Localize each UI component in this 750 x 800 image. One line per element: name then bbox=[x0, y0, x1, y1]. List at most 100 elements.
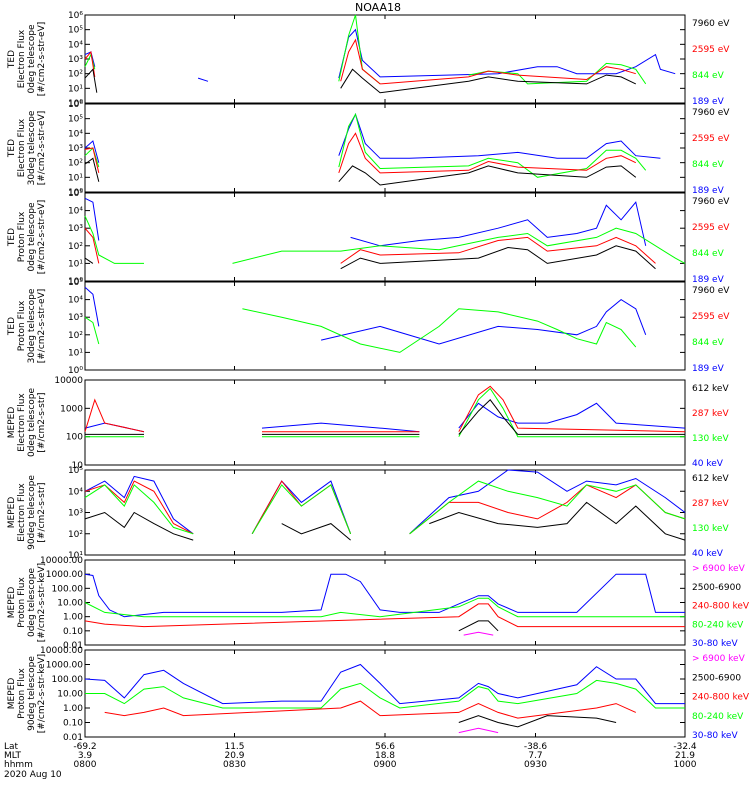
panel-6: 10¹ 10² 10³ 10⁴ 10⁵ MEPED Electron Flux 90deg t… bbox=[7, 466, 729, 561]
series-line-red bbox=[84, 385, 686, 433]
x-tick-label: 0930 bbox=[524, 760, 547, 770]
legend-entry: 80-240 keV bbox=[692, 712, 744, 722]
y-tick-label: 10⁵ bbox=[68, 26, 83, 36]
legend-entry: 189 eV bbox=[692, 275, 725, 285]
legend-entry: 844 eV bbox=[692, 338, 725, 348]
series-line-green bbox=[84, 14, 647, 85]
panel-3: 10⁰ 10¹ 10² 10³ 10⁴ 10⁵ TED Proton Flux 0deg tel… bbox=[7, 189, 730, 287]
y-tick-label: 10² bbox=[68, 70, 83, 80]
y-tick-label: 10⁵ bbox=[68, 189, 83, 199]
legend-entry: 240-800 keV bbox=[692, 602, 750, 612]
panel-4: 10⁰ 10¹ 10² 10³ 10⁴ 10⁵ TED Proton Flux 30deg te… bbox=[7, 278, 730, 376]
legend-entry: 7960 eV bbox=[692, 19, 730, 29]
y-axis-label: [#/cm2-s-str-eV] bbox=[37, 111, 47, 186]
y-tick-label: 10² bbox=[68, 159, 83, 169]
y-axis-label: 0deg telescope bbox=[27, 568, 37, 638]
series-line-red bbox=[84, 603, 685, 628]
legend-entry: > 6900 keV bbox=[692, 654, 746, 664]
series-line-blue bbox=[84, 402, 686, 433]
y-axis-label: 30deg telescope bbox=[27, 288, 37, 363]
y-tick-label: 0.01 bbox=[63, 733, 83, 743]
series-line-red bbox=[84, 132, 637, 174]
y-tick-label: 10000.00 bbox=[40, 646, 83, 656]
series-line-black bbox=[458, 715, 617, 728]
panel-frame bbox=[84, 469, 686, 556]
y-tick-label: 10³ bbox=[68, 313, 83, 323]
series-line-green bbox=[85, 679, 685, 709]
y-axis-label: [#/cm2-s-str-keV] bbox=[37, 654, 47, 733]
y-axis-label: MEPED bbox=[7, 407, 17, 439]
panel-2: 10⁰ 10¹ 10² 10³ 10⁴ 10⁵ 10⁶ TED Electron Flux 30d… bbox=[7, 100, 730, 198]
series-line-black bbox=[84, 68, 637, 94]
y-tick-label: 10³ bbox=[68, 224, 83, 234]
series-line-black bbox=[85, 399, 685, 435]
legend-entry: 612 keV bbox=[692, 474, 729, 484]
y-axis-label: Electron Flux bbox=[17, 29, 27, 88]
chart-title: NOAA18 bbox=[355, 1, 401, 14]
series-line-black bbox=[458, 620, 499, 632]
panel-frame bbox=[84, 14, 686, 104]
y-tick-label: 10³ bbox=[68, 55, 83, 65]
y-tick-label: 0.10 bbox=[63, 627, 83, 637]
x-axis-row-label: hhmm bbox=[4, 760, 33, 770]
legend-entry: 844 eV bbox=[692, 160, 725, 170]
panel-frame bbox=[84, 281, 686, 371]
series-line-red bbox=[104, 700, 637, 719]
y-tick-label: 10.00 bbox=[57, 690, 83, 700]
y-tick-label: 10⁰ bbox=[68, 188, 83, 198]
y-axis-label: 0deg telescope bbox=[27, 202, 37, 272]
legend-entry: 80-240 keV bbox=[692, 620, 744, 630]
panel-1: 10⁰ 10¹ 10² 10³ 10⁴ 10⁵ 10⁶ TED Electron Flux 0de… bbox=[7, 11, 730, 109]
panel-frame bbox=[84, 559, 686, 646]
series-line-black bbox=[84, 157, 637, 186]
y-axis-label: [#/cm2-s-str-keV] bbox=[37, 563, 47, 642]
legend-entry: 189 eV bbox=[692, 186, 725, 196]
x-tick-label: 21.9 bbox=[675, 751, 695, 761]
y-axis-label: Electron Flux bbox=[17, 118, 27, 177]
y-axis-label: 90deg telescope bbox=[27, 475, 37, 550]
y-tick-label: 10¹ bbox=[68, 259, 83, 269]
y-tick-label: 0.01 bbox=[63, 641, 83, 651]
y-tick-label: 10⁶ bbox=[68, 11, 83, 21]
legend-entry: 2595 eV bbox=[692, 45, 730, 55]
y-axis-label: Electron Flux bbox=[17, 393, 27, 452]
series-line-blue bbox=[84, 663, 685, 705]
y-axis-label: Proton Flux bbox=[17, 577, 27, 628]
legend-entry: 2500-6900 bbox=[692, 583, 741, 593]
y-tick-label: 10⁰ bbox=[68, 99, 83, 109]
legend-entry: > 6900 keV bbox=[692, 564, 746, 574]
panel-7: 0.01 0.10 1.00 10.00 100.00 1000.00 10000.00 ME… bbox=[7, 556, 750, 651]
x-tick-label: 20.9 bbox=[224, 751, 244, 761]
panel-frame bbox=[84, 192, 686, 282]
series-line-blue bbox=[84, 112, 661, 163]
legend-entry: 189 eV bbox=[692, 364, 725, 374]
legend-entry: 40 keV bbox=[692, 459, 724, 469]
legend-entry: 130 keV bbox=[692, 434, 729, 444]
legend-entry: 7960 eV bbox=[692, 108, 730, 118]
y-tick-label: 10² bbox=[68, 530, 83, 540]
series-line-red bbox=[84, 38, 636, 85]
y-axis-label: 0deg telescope bbox=[27, 388, 37, 458]
y-axis-label: Proton Flux bbox=[17, 300, 27, 351]
legend-entry: 2595 eV bbox=[692, 312, 730, 322]
legend-entry: 287 keV bbox=[692, 499, 729, 509]
date-label: 2020 Aug 10 bbox=[4, 770, 62, 780]
series-line-magenta bbox=[458, 727, 499, 734]
y-axis-label: TED bbox=[7, 228, 17, 247]
y-axis-label: 90deg telescope bbox=[27, 656, 37, 731]
y-tick-label: 10⁰ bbox=[68, 277, 83, 287]
y-tick-label: 10 bbox=[72, 461, 84, 471]
x-tick-label: 1000 bbox=[674, 760, 697, 770]
series-line-blue bbox=[84, 28, 676, 82]
y-tick-label: 10⁵ bbox=[68, 466, 83, 476]
y-tick-label: 10⁴ bbox=[68, 487, 83, 497]
legend-entry: 130 keV bbox=[692, 524, 729, 534]
panel-frame bbox=[84, 103, 686, 193]
series-line-red bbox=[84, 227, 656, 264]
y-tick-label: 10000 bbox=[54, 376, 83, 386]
y-tick-label: 10¹ bbox=[68, 551, 83, 561]
series-line-green bbox=[84, 215, 686, 264]
y-tick-label: 10³ bbox=[68, 144, 83, 154]
x-tick-label: 0830 bbox=[223, 760, 246, 770]
